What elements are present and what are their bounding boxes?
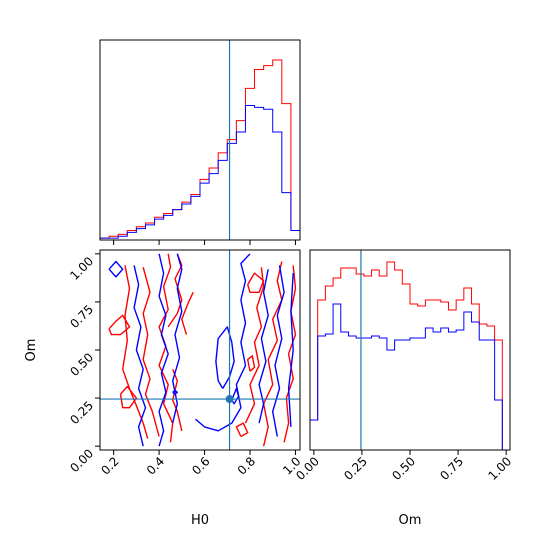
h0-histogram-frame [99,39,301,241]
red-contour-5 [167,253,183,328]
red-contour-8 [119,385,138,409]
blue-contour-11 [172,389,178,395]
h0-tick-label: 0.2 [98,454,121,477]
red-contour-11 [283,265,297,443]
om-axis-label: Om [399,513,422,528]
om-histogram-blue-group [310,303,510,450]
om-x-axis: 0.00 0.25 0.50 0.75 1.00 [293,450,514,483]
red-contour-9 [244,267,265,424]
red-contour-12 [235,422,249,438]
h0-om-contour-panel: 0.2 0.4 0.6 0.8 1.0 0.000.250.500.751.00 [67,249,304,478]
om-y-tick-label: 0.75 [67,302,96,331]
om-y-tick-label: 0.50 [67,350,96,379]
h0-x-axis: 0.2 0.4 0.6 0.8 1.0 [98,450,304,478]
red-contour-14 [247,272,265,293]
om-tick-label: 0.50 [389,454,418,483]
red-contour-10 [262,261,283,447]
h0-histogram-panel [99,39,301,245]
om-histogram-blue [310,303,510,450]
blue-contour-9 [287,273,294,427]
h0-axis-label: H0 [191,513,209,528]
h0-histogram-ticks [113,240,296,245]
om-y-tick-label: 0.00 [67,446,96,475]
om-y-tick-label: 0.25 [67,398,96,427]
blue-contour-2 [158,253,169,447]
om-histogram-frame [309,249,511,451]
h0-histogram-blue [100,104,300,240]
om-y-axis: 0.00 0.25 0.50 0.75 1.00 [67,253,100,475]
om-tick-label: 1.00 [485,454,514,483]
red-contour-1 [122,265,149,439]
red-contour-6 [181,291,194,335]
om-y-tick-label: 1.00 [67,254,96,283]
om-tick-label: 0.25 [341,454,370,483]
om-tick-label: 0.75 [437,454,466,483]
h0-histogram-blue-group [100,104,300,240]
blue-contour-4 [195,253,251,432]
h0-tick-label: 0.6 [189,454,212,477]
blue-contour-1 [133,265,147,447]
red-contour-4 [172,368,183,431]
contour-frame [99,249,301,451]
blue-contour-5 [215,326,235,389]
truth-point [225,395,234,404]
blue-contour-3 [172,253,183,424]
h0-tick-label: 0.4 [144,454,167,477]
blue-contour-10 [108,260,124,278]
om-histogram-red-group [310,261,510,450]
h0-tick-label: 0.8 [235,454,258,477]
red-contour-2 [142,267,160,437]
h0-histogram-red [100,59,300,240]
om-y-axis-label: Om [24,339,39,362]
blue-contour-7 [258,269,269,424]
h0-histogram-red-group [100,59,300,240]
blue-contour-8 [272,265,285,437]
blue-contour-6 [231,387,240,405]
om-histogram-panel: 0.00 0.25 0.50 0.75 1.00 [293,249,514,483]
red-contour-7 [108,314,131,336]
om-histogram-red [310,261,510,450]
red-contour-13 [247,355,256,372]
contours-blue-group [108,253,294,447]
